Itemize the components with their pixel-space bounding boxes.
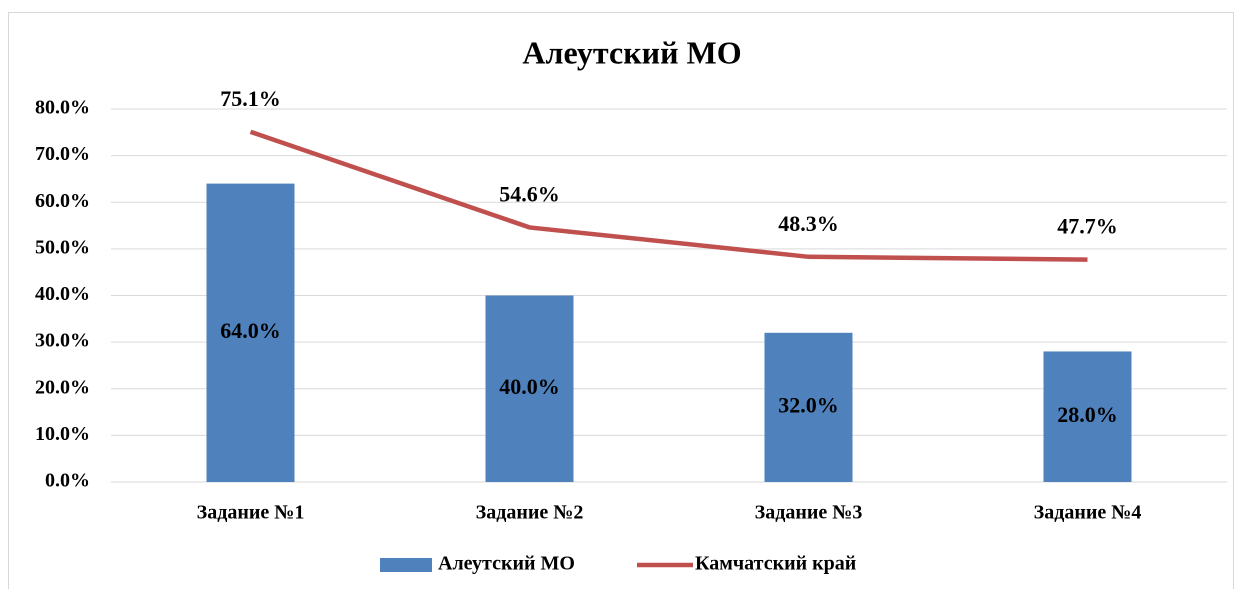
y-tick-label: 70.0% [35, 143, 90, 165]
data-label: 28.0% [1057, 402, 1118, 427]
y-tick-label: 80.0% [35, 97, 90, 119]
data-label: 40.0% [499, 374, 560, 399]
y-tick-label: 20.0% [35, 376, 90, 398]
y-tick-label: 0.0% [45, 470, 90, 492]
chart-frame [8, 12, 1234, 589]
y-tick-label: 10.0% [35, 423, 90, 445]
bar [1043, 351, 1132, 482]
x-tick-label: Задание №3 [755, 502, 863, 524]
line [249, 129, 1088, 262]
x-tick-label: Задание №1 [197, 502, 305, 524]
data-label: 32.0% [778, 392, 839, 417]
x-tick-label: Задание №4 [1034, 502, 1142, 524]
bar [485, 295, 574, 482]
legend-label: Камчатский край [695, 553, 856, 575]
chart-title: Алеутский МО [522, 34, 741, 70]
y-tick-label: 50.0% [35, 236, 90, 258]
legend-swatch [380, 558, 432, 572]
y-tick-label: 40.0% [35, 283, 90, 305]
bar [764, 332, 853, 482]
y-tick-label: 30.0% [35, 330, 90, 352]
data-label: 54.6% [499, 181, 560, 206]
x-tick-label: Задание №2 [476, 502, 584, 524]
data-label: 64.0% [220, 318, 281, 343]
legend-label: Алеутский МО [438, 553, 575, 575]
data-label: 48.3% [778, 211, 839, 236]
data-label: 75.1% [220, 86, 281, 111]
y-tick-label: 60.0% [35, 190, 90, 212]
bar [206, 183, 295, 482]
data-label: 47.7% [1057, 214, 1118, 239]
